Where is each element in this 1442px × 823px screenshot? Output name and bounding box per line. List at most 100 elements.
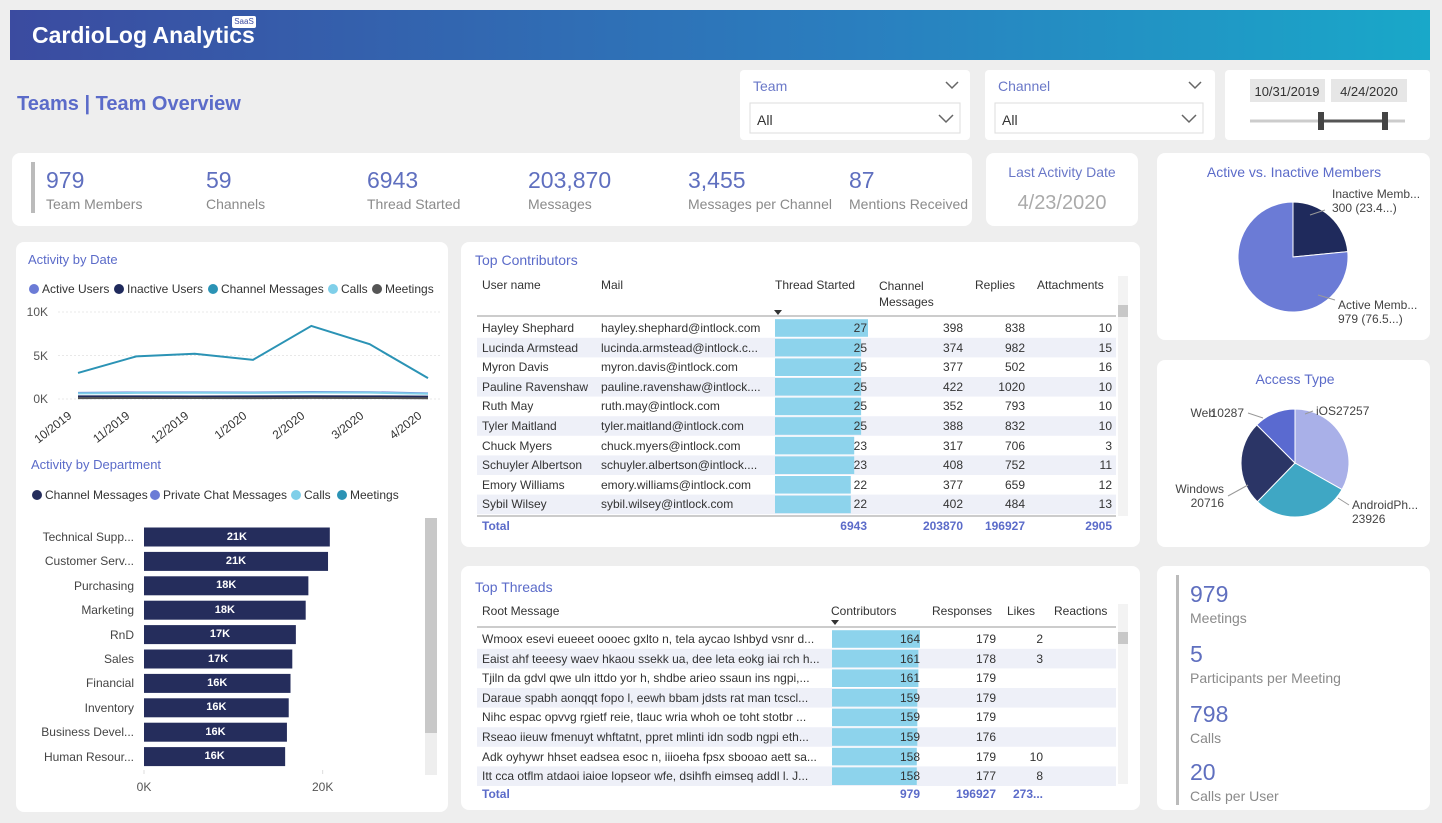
label[interactable]: All — [757, 112, 773, 128]
column-header[interactable]: Responses — [932, 604, 993, 618]
slice-label: Active Memb... — [1338, 298, 1418, 312]
cell: hayley.shephard@intlock.com — [601, 321, 761, 335]
slice-label: AndroidPh... — [1352, 498, 1419, 512]
data-bar — [832, 767, 917, 785]
cell: 15 — [1098, 340, 1112, 355]
total-label: Total — [482, 519, 510, 533]
bar — [144, 551, 329, 571]
cell: 22 — [853, 497, 867, 512]
y-tick-label: RnD — [109, 627, 134, 642]
column-header[interactable]: Mail — [601, 278, 624, 292]
row-stripe — [477, 648, 1116, 669]
data-label: 17K — [208, 652, 229, 665]
y-tick-label: Business Devel... — [41, 725, 134, 740]
slider-handle[interactable] — [1318, 112, 1324, 130]
kpi-label: Channels — [206, 196, 266, 212]
scrollbar[interactable] — [425, 518, 437, 733]
cell: Eaist ahf teeesy waev hkaou ssekk ua, de… — [482, 651, 820, 666]
cell: Itt cca otflm atdaoi iaioe lopseor wfe, … — [482, 769, 809, 784]
pie-slice — [1292, 201, 1349, 258]
y-tick-label: Human Resour... — [43, 749, 134, 764]
badge-box — [232, 16, 256, 28]
kpi-label: Team Members — [46, 196, 143, 212]
bar — [144, 673, 291, 693]
cell: 158 — [899, 769, 920, 784]
label[interactable]: 4/24/2020 — [1340, 83, 1398, 99]
cell: lucinda.armstead@intlock.c... — [601, 340, 758, 355]
data-bar — [832, 649, 919, 668]
cell: Wmoox esevi eueeet oooec gxlto n, tela a… — [482, 632, 815, 646]
column-header[interactable]: Root Message — [482, 604, 560, 618]
slice-label: Windows — [1175, 482, 1224, 496]
data-bar — [775, 397, 862, 416]
stat-label: Meetings — [1190, 610, 1247, 626]
column-header[interactable]: Likes — [1007, 604, 1036, 618]
table-title: Top Threads — [475, 579, 553, 595]
row-stripe — [477, 727, 1116, 747]
scrollbar[interactable] — [1118, 305, 1128, 317]
column-header[interactable]: Channel Messages — [879, 279, 934, 309]
kpi-value: 6943 — [367, 166, 419, 193]
sort-arrow — [774, 310, 782, 315]
sort-arrow — [831, 620, 839, 625]
data-bar — [775, 417, 862, 435]
slice-label: Inactive Memb... — [1332, 187, 1421, 201]
column-header[interactable]: Contributors — [831, 604, 897, 618]
dropdown-box[interactable] — [749, 102, 961, 134]
y-tick-label: 10K — [26, 305, 48, 319]
y-tick-label: 0K — [33, 392, 48, 406]
data-bar — [832, 728, 918, 746]
x-tick-label: 0K — [136, 780, 152, 794]
cell: 752 — [1004, 458, 1025, 473]
kpi-label: Mentions Received — [849, 196, 969, 212]
slider-handle[interactable] — [1382, 112, 1388, 130]
column-header[interactable]: Thread Started — [775, 278, 856, 292]
cell: 706 — [1004, 438, 1025, 453]
stat-label: Calls per User — [1190, 788, 1279, 804]
column-header[interactable]: Attachments — [1037, 278, 1104, 292]
cell: 25 — [853, 399, 867, 414]
data-label: 21K — [226, 530, 247, 543]
stat-value: 20 — [1190, 758, 1216, 785]
leader-line — [1309, 209, 1326, 216]
column-header[interactable]: Replies — [975, 278, 1016, 292]
bar — [144, 527, 330, 547]
label[interactable]: 10/31/2019 — [1254, 83, 1320, 99]
cell: 179 — [975, 710, 996, 725]
total-value: 979 — [899, 787, 920, 801]
cell: chuck.myers@intlock.com — [601, 438, 741, 453]
cell: 3 — [1105, 438, 1112, 453]
stat-label: Calls — [1190, 730, 1222, 746]
y-tick-label: Sales — [103, 652, 134, 666]
cell: ruth.may@intlock.com — [601, 399, 720, 414]
label[interactable]: All — [1002, 112, 1018, 128]
leader-line — [1304, 410, 1314, 415]
date-box[interactable] — [1250, 79, 1325, 102]
data-label: 16K — [206, 701, 227, 714]
pie-slice — [1256, 408, 1296, 465]
cell: 16 — [1098, 360, 1112, 375]
date-box[interactable] — [1331, 79, 1407, 102]
slice-value: 23926 — [1352, 512, 1386, 526]
data-bar — [832, 669, 919, 687]
chart-title: Access Type — [1255, 371, 1335, 387]
cell: 23 — [853, 438, 867, 453]
cell: 377 — [942, 360, 963, 375]
cell: emory.williams@intlock.com — [601, 477, 751, 492]
cell: 10 — [1098, 379, 1112, 394]
legend-dot — [291, 490, 301, 500]
column-header[interactable]: User name — [482, 278, 541, 292]
column-header[interactable]: Reactions — [1054, 604, 1108, 618]
total-value: 196927 — [984, 519, 1025, 533]
pie-slice — [1256, 462, 1343, 518]
scrollbar[interactable] — [1118, 632, 1128, 644]
legend-label: Channel Messages — [221, 282, 324, 296]
dropdown-box[interactable] — [994, 102, 1204, 134]
legend-label: Channel Messages — [45, 488, 148, 502]
cell: Tyler Maitland — [482, 419, 557, 433]
row-stripe — [477, 688, 1116, 708]
legend-dot — [150, 490, 160, 500]
cell: Adk oyhywr hhset eadsea esoc n, iiioeha … — [482, 749, 817, 764]
cell: Lucinda Armstead — [482, 340, 579, 355]
